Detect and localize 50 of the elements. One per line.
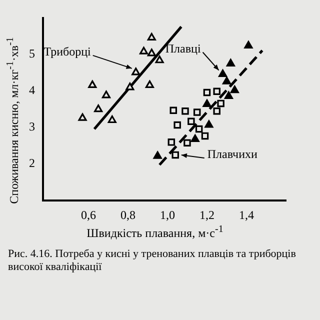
point bbox=[201, 132, 209, 140]
point bbox=[108, 115, 116, 124]
point bbox=[139, 46, 148, 54]
point bbox=[224, 91, 233, 99]
annotation: Плавці bbox=[165, 41, 202, 56]
text: Рис. 4.16. Потреба у кисні у тренованих плавців та триборців високої кваліфікації bbox=[8, 248, 297, 274]
y-tick-label: 4 bbox=[29, 83, 35, 98]
point bbox=[155, 56, 164, 64]
x-tick-label: 1,2 bbox=[199, 208, 214, 222]
annotation: Плавчихи bbox=[207, 147, 258, 162]
y-tick-label: 2 bbox=[29, 156, 35, 170]
point bbox=[170, 106, 178, 114]
point bbox=[230, 86, 239, 94]
point bbox=[147, 32, 156, 41]
point bbox=[182, 108, 189, 115]
point bbox=[213, 108, 220, 115]
point bbox=[132, 68, 140, 76]
annotation: Триборці bbox=[44, 44, 92, 59]
point bbox=[204, 120, 214, 128]
point bbox=[145, 80, 154, 88]
x-tick-label: 1,0 bbox=[160, 208, 175, 222]
point bbox=[88, 80, 97, 88]
point bbox=[94, 104, 103, 112]
point bbox=[218, 69, 228, 78]
x-tick-label: 1,4 bbox=[238, 208, 254, 222]
point bbox=[195, 125, 203, 133]
x-axis-title: Швидкість плавання, м·с$^{-1}$ bbox=[86, 224, 224, 241]
point bbox=[226, 58, 235, 66]
point bbox=[184, 139, 191, 147]
point bbox=[217, 100, 224, 108]
point bbox=[174, 121, 181, 129]
point bbox=[102, 90, 110, 98]
point bbox=[222, 76, 231, 84]
point bbox=[190, 134, 200, 142]
point bbox=[244, 40, 253, 49]
point bbox=[202, 99, 212, 107]
point bbox=[126, 82, 134, 90]
point bbox=[168, 138, 176, 146]
point bbox=[147, 48, 156, 56]
point bbox=[153, 151, 162, 159]
point bbox=[78, 113, 87, 121]
point bbox=[213, 88, 220, 96]
x-tick-label: 0,8 bbox=[120, 208, 136, 222]
point bbox=[172, 151, 179, 159]
x-tick-label: 0,6 bbox=[80, 208, 96, 222]
y-tick-label: 5 bbox=[29, 46, 35, 61]
point bbox=[188, 118, 195, 125]
point bbox=[193, 108, 201, 116]
y-tick-label: 3 bbox=[29, 120, 35, 134]
point bbox=[203, 88, 211, 96]
